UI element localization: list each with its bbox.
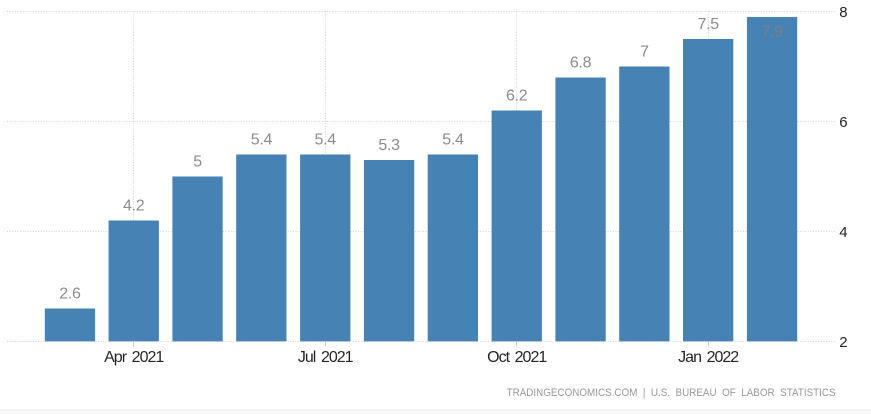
svg-text:7.9: 7.9	[761, 24, 783, 41]
svg-text:5.3: 5.3	[378, 137, 400, 154]
svg-text:2: 2	[839, 334, 847, 351]
svg-text:5.4: 5.4	[251, 132, 273, 149]
svg-text:Jan 2022: Jan 2022	[678, 349, 739, 366]
svg-text:Jul 2021: Jul 2021	[298, 349, 354, 366]
svg-text:Apr 2021: Apr 2021	[104, 349, 164, 366]
svg-text:7.5: 7.5	[698, 16, 720, 33]
svg-text:5: 5	[193, 154, 202, 171]
svg-text:4.2: 4.2	[123, 198, 145, 215]
svg-text:6.8: 6.8	[570, 55, 592, 72]
svg-text:8: 8	[839, 4, 847, 21]
svg-text:7: 7	[640, 44, 649, 61]
svg-text:6: 6	[839, 114, 847, 131]
svg-text:5.4: 5.4	[315, 132, 337, 149]
svg-text:6.2: 6.2	[506, 88, 528, 105]
svg-text:5.4: 5.4	[442, 132, 464, 149]
svg-text:TRADINGECONOMICS.COM | U.S.: TRADINGECONOMICS.COM | U.S. BUREAU OF LA…	[507, 387, 836, 399]
svg-text:Oct 2021: Oct 2021	[487, 349, 547, 366]
svg-text:4: 4	[839, 224, 847, 241]
svg-text:2.6: 2.6	[59, 286, 81, 303]
